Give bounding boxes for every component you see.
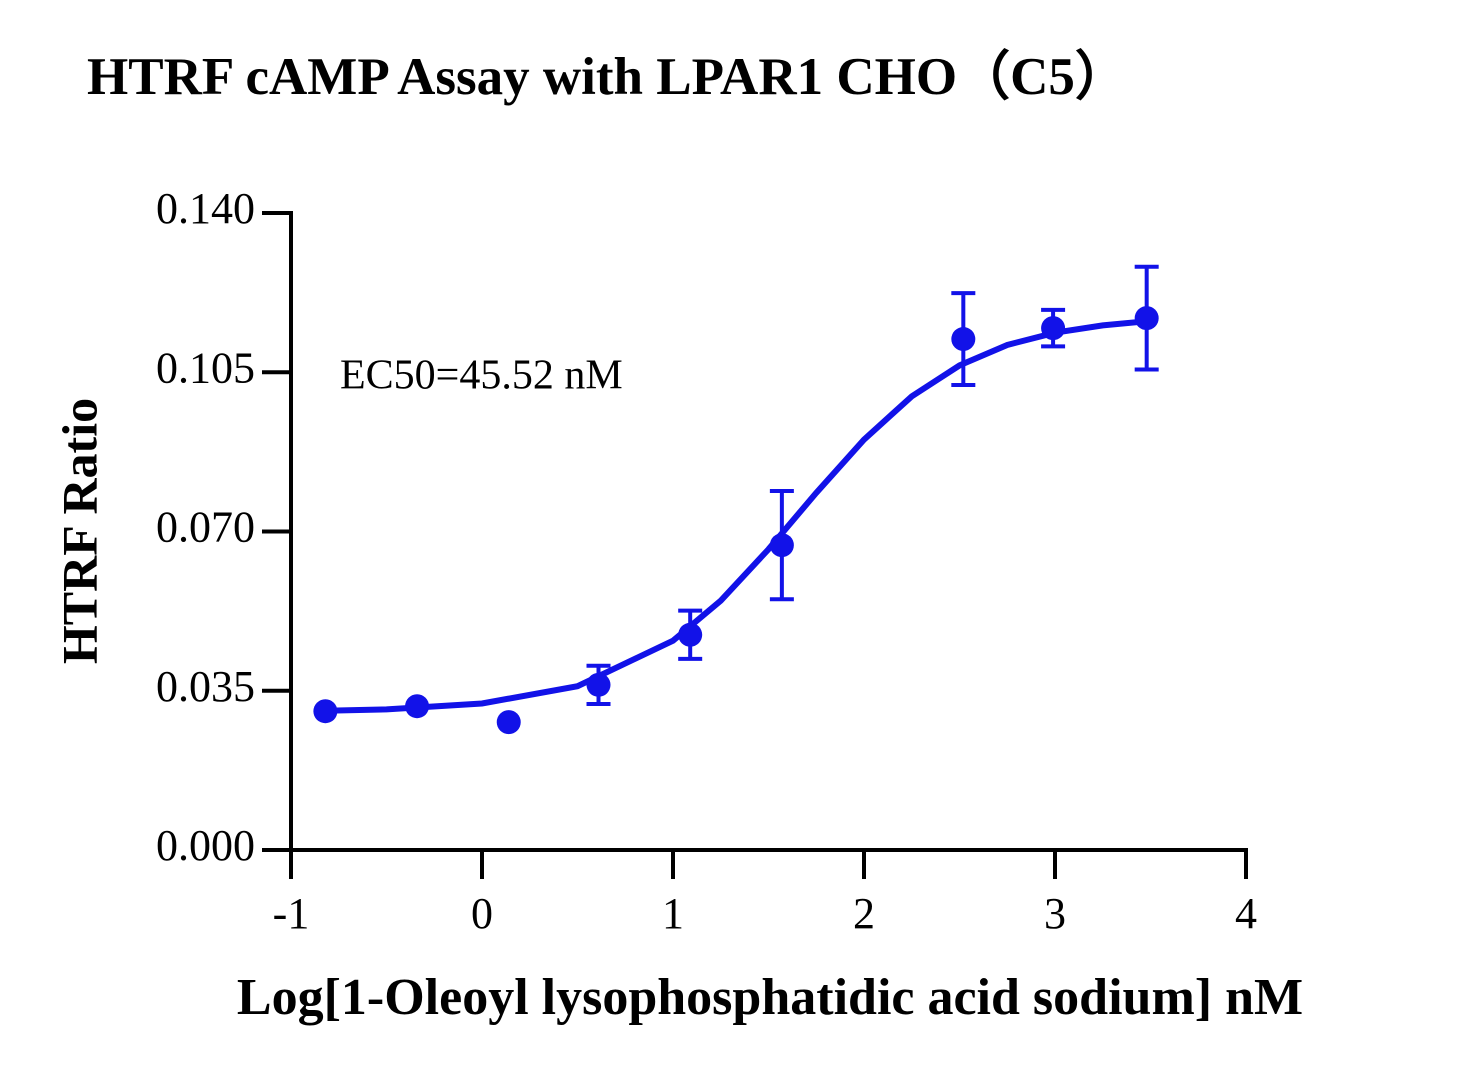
data-point xyxy=(313,699,338,724)
x-tick-label: 4 xyxy=(1235,889,1257,938)
x-tick-label: 3 xyxy=(1044,889,1066,938)
chart-title: HTRF cAMP Assay with LPAR1 CHO（C5） xyxy=(87,46,1128,106)
y-tick-label: 0.035 xyxy=(156,662,255,711)
annotation: EC50=45.52 nM xyxy=(340,353,623,399)
y-tick-label: 0.140 xyxy=(156,184,255,233)
y-tick-label: 0.000 xyxy=(156,821,255,870)
y-axis-label: HTRF Ratio xyxy=(51,398,107,664)
x-axis-label: Log[1-Oleoyl lysophosphatidic acid sodiu… xyxy=(237,969,1303,1026)
x-tick-label: 0 xyxy=(471,889,493,938)
data-point xyxy=(951,327,976,352)
data-point xyxy=(1134,306,1159,331)
x-tick-label: -1 xyxy=(273,889,310,938)
fit-curve xyxy=(325,318,1147,714)
data-point xyxy=(769,533,794,558)
y-tick-label: 0.105 xyxy=(156,343,255,392)
data-point xyxy=(1041,316,1066,341)
data-point xyxy=(586,672,611,697)
y-tick-label: 0.070 xyxy=(156,503,255,552)
x-tick-label: 1 xyxy=(662,889,684,938)
data-point xyxy=(496,710,521,735)
data-point xyxy=(405,694,430,719)
x-tick-label: 2 xyxy=(853,889,875,938)
data-point xyxy=(678,622,703,647)
